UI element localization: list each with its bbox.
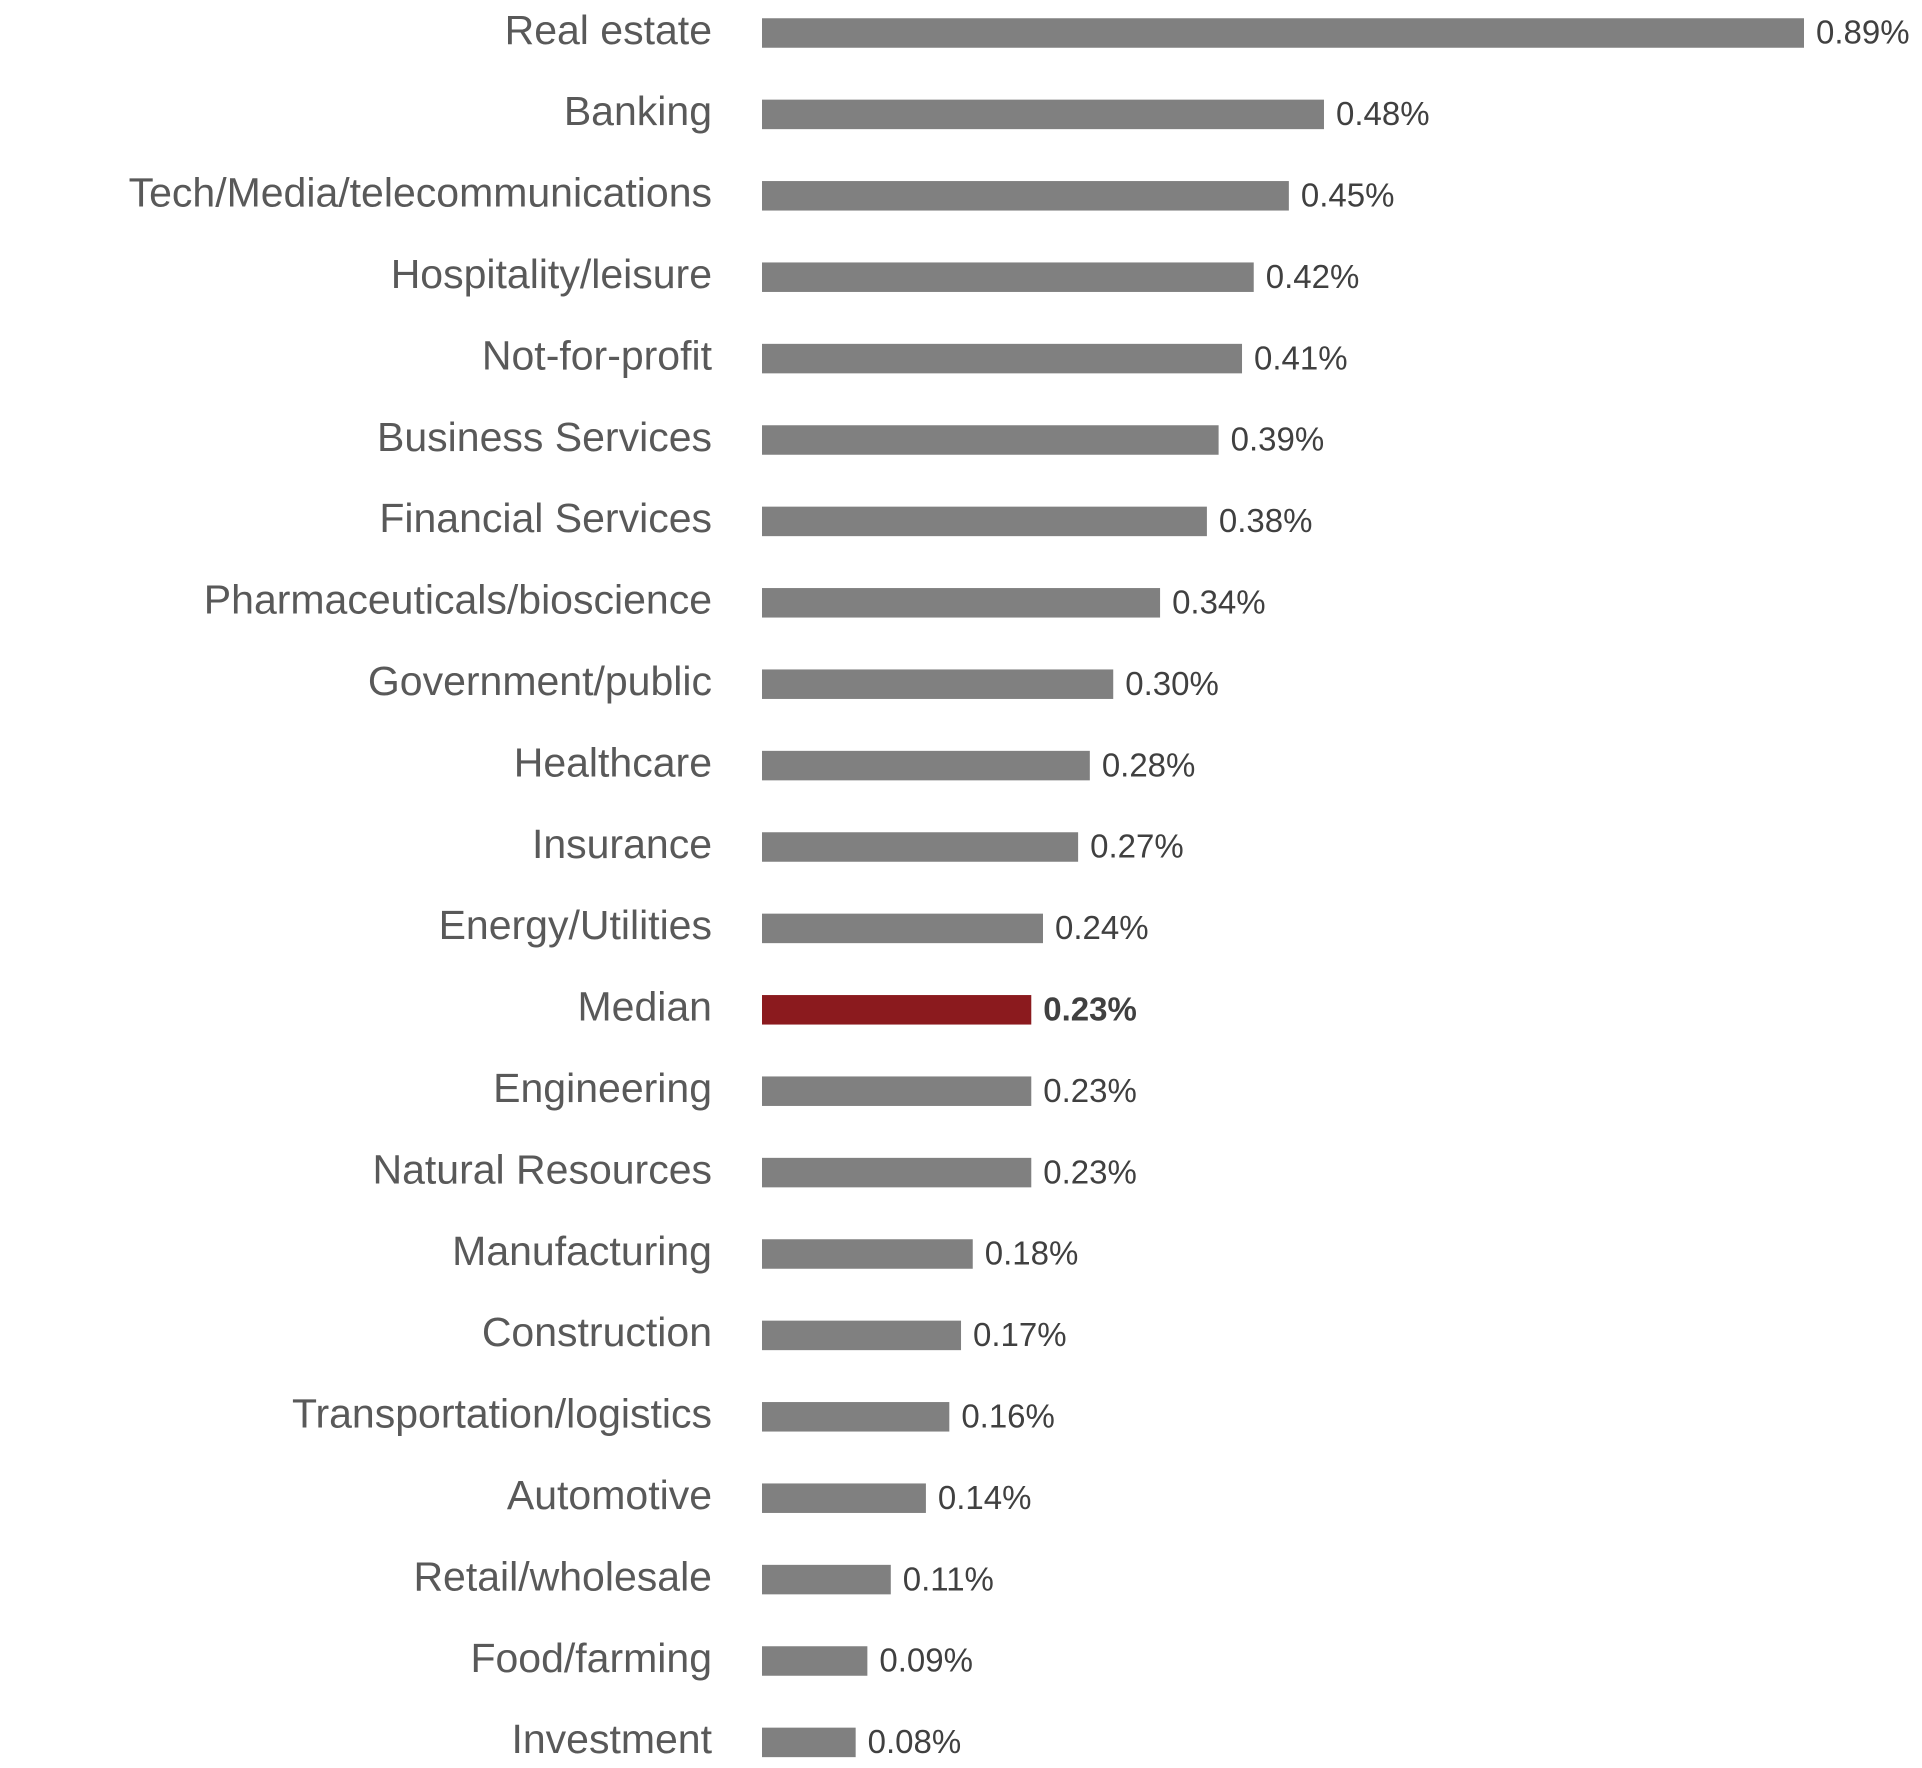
category-label: Transportation/logistics [292,1391,712,1437]
bar [762,506,1207,537]
value-label: 0.27% [1090,828,1184,865]
bar [762,1727,856,1758]
value-label: 0.42% [1266,258,1360,295]
category-label: Tech/Media/telecommunications [129,170,712,216]
bar [762,1320,962,1351]
category-label: Automotive [507,1472,712,1518]
category-label: Not-for-profit [482,332,713,378]
value-label: 0.30% [1125,665,1219,702]
category-label: Natural Resources [372,1146,712,1192]
value-label: 0.41% [1254,339,1348,376]
value-label: 0.23% [1043,1072,1137,1109]
value-label: 0.39% [1231,421,1325,458]
category-label: Retail/wholesale [413,1553,712,1599]
category-label: Healthcare [514,739,712,785]
bar [762,1483,926,1513]
bar [762,588,1161,618]
category-label: Pharmaceuticals/bioscience [204,577,712,623]
category-label: Food/farming [470,1635,712,1681]
bar [762,262,1254,292]
category-label: Government/public [368,658,712,704]
category-label: Insurance [532,821,712,867]
bar [762,1564,891,1595]
category-label: Construction [482,1309,712,1355]
category-label: Energy/Utilities [439,902,712,948]
value-label: 0.23% [1043,1153,1137,1190]
value-label: 0.23% [1043,991,1137,1028]
bar [762,181,1289,211]
category-label: Real estate [505,7,712,53]
bar [762,1157,1032,1188]
bar [762,1076,1032,1106]
bar [762,1402,950,1432]
category-label: Hospitality/leisure [391,251,712,297]
category-label: Banking [564,88,712,134]
value-label: 0.28% [1102,746,1196,783]
value-label: 0.48% [1336,95,1430,132]
bar [762,832,1079,862]
bar [762,913,1043,944]
value-label: 0.34% [1172,584,1266,621]
value-label: 0.17% [973,1316,1067,1353]
category-label: Financial Services [379,495,712,541]
bar [762,995,1032,1025]
bar [762,343,1243,374]
value-label: 0.24% [1055,909,1149,946]
category-label: Median [578,984,712,1030]
bar [762,1239,973,1269]
value-label: 0.08% [868,1723,962,1760]
bar [762,669,1114,699]
value-label: 0.89% [1816,14,1910,51]
category-label: Manufacturing [452,1228,712,1274]
value-label: 0.18% [985,1235,1079,1272]
bar [762,1646,868,1676]
bar [762,750,1090,781]
value-label: 0.16% [961,1398,1055,1435]
value-label: 0.11% [903,1560,994,1597]
value-label: 0.09% [879,1642,973,1679]
value-label: 0.38% [1219,502,1313,539]
value-label: 0.45% [1301,177,1395,214]
bar [762,99,1324,130]
category-label: Engineering [493,1065,712,1111]
category-label: Investment [511,1716,712,1762]
value-label: 0.14% [938,1479,1032,1516]
category-label: Business Services [377,414,712,460]
bar [762,18,1804,48]
bar [762,425,1219,455]
